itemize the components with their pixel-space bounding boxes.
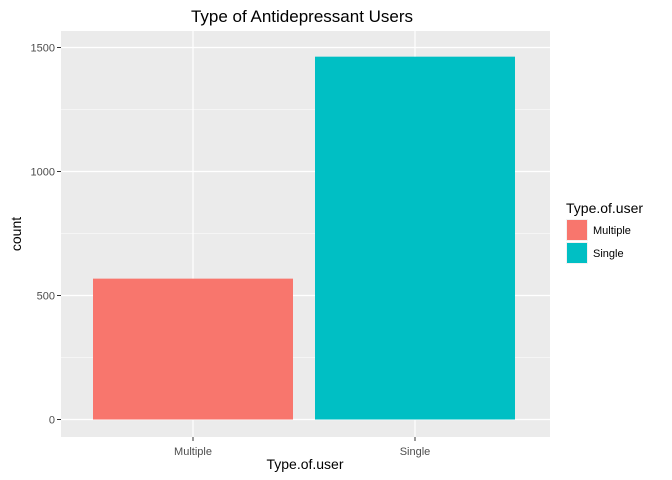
- x-axis-title: Type.of.user: [266, 456, 343, 472]
- legend-label-single: Single: [593, 248, 624, 260]
- y-axis: 0 500 1000 1500: [31, 43, 61, 427]
- legend-label-multiple: Multiple: [593, 225, 631, 237]
- bar-multiple: [93, 278, 293, 420]
- x-tick-label: Multiple: [174, 446, 212, 458]
- y-tick-label: 1500: [31, 43, 55, 55]
- legend-title: Type.of.user: [566, 200, 643, 216]
- bars: [93, 56, 515, 420]
- legend-swatch-multiple: [567, 220, 587, 240]
- chart-title: Type of Antidepressant Users: [191, 7, 413, 26]
- x-axis: Multiple Single: [174, 437, 430, 458]
- legend: Type.of.user Multiple Single: [566, 200, 643, 264]
- y-tick-label: 500: [37, 291, 55, 303]
- y-tick-label: 0: [49, 415, 55, 427]
- y-tick-label: 1000: [31, 167, 55, 179]
- x-tick-label: Single: [400, 446, 431, 458]
- y-axis-title: count: [8, 217, 24, 251]
- legend-items: Multiple Single: [566, 219, 631, 264]
- bar-single: [315, 56, 515, 420]
- legend-swatch-single: [567, 243, 587, 263]
